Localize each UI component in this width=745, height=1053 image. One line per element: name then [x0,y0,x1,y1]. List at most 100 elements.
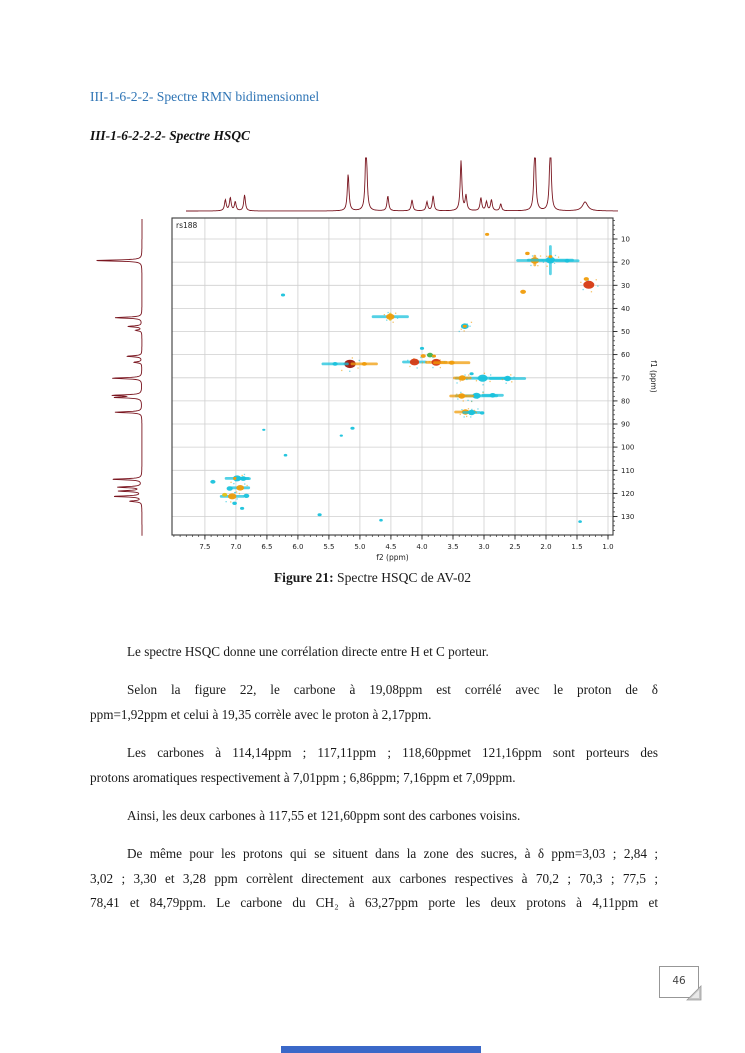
h1-trace [186,157,618,212]
bottom-blue-bar [281,1046,481,1053]
cross-peak-speckle [225,501,227,503]
y-tick-label: 120 [621,490,634,498]
cross-peak-speckle [459,413,461,416]
cross-peak-speckle [476,378,478,380]
cross-peak [262,428,266,431]
cross-peak-speckle [490,374,492,376]
cross-peak-speckle [230,481,232,483]
cross-peak-speckle [468,374,470,376]
cross-peak-speckle [482,392,484,394]
cross-peak-speckle [482,391,484,393]
y-tick-label: 110 [621,467,634,475]
cross-peak [419,346,425,350]
experiment-label: rs188 [176,221,198,230]
x-axis-title: f2 (ppm) [376,553,409,562]
c13-projection [95,219,143,536]
cross-peak-speckle [230,501,232,503]
cross-peak-speckle [580,281,582,283]
cross-peak [344,359,356,369]
cross-peak-speckle [539,255,542,257]
cross-peak-speckle [475,380,478,382]
y-tick-label: 60 [621,351,630,359]
y-tick-label: 30 [621,282,630,290]
x-tick-label: 4.5 [385,543,396,551]
cross-peak [472,392,481,399]
cross-peak [350,426,355,430]
cross-peak-speckle [460,328,462,330]
cross-peak-speckle [489,380,491,383]
cross-peak [243,493,250,498]
body-paragraph: De même pour les protons qui se situent … [90,842,658,915]
cross-peak-speckle [358,359,360,362]
cross-peak-speckle [475,412,477,414]
x-tick-label: 4.0 [416,543,427,551]
cross-peak-speckle [357,367,359,369]
cross-peak-speckle [553,262,556,264]
cross-peak-speckle [421,362,424,364]
cross-peak [489,393,496,398]
paragraph-line: Les carbones à 114,14ppm ; 117,11ppm ; 1… [127,745,658,761]
cross-peak-speckle [471,400,473,402]
cross-peak-speckle [467,408,470,410]
paragraph-line: De même pour les protons qui se situent … [127,846,658,862]
x-tick-label: 6.0 [292,543,303,551]
paragraph-line: 78,41 et 84,79ppm. Le carbone du CH₂ à 6… [90,895,658,911]
cross-peak-speckle [510,374,512,376]
cross-peak-speckle [351,357,353,359]
cross-peak-speckle [407,359,409,361]
cross-peak [236,485,245,491]
cross-peak-speckle [597,285,599,287]
plot-axes: 7.5 7.0 6.5 6.0 5.5 5.0 4.5 4.0 3.5 3.0 2.5 2.0 1.5 1… [171,217,658,562]
cross-peak [468,409,476,416]
cross-peak [226,486,233,491]
cross-peak-speckle [396,317,399,319]
y-tick-label: 50 [621,328,630,336]
cross-peak-speckle [531,255,534,257]
cross-peak-speckle [456,393,458,395]
cross-peak-speckle [587,279,589,282]
x-tick-label: 2.0 [540,543,551,551]
cross-peak-speckle [482,384,484,386]
subsection-heading: III-1-6-2-2-2- Spectre HSQC [90,128,250,143]
cross-peak [228,493,237,500]
cross-peak-speckle [542,261,545,263]
cross-peak [210,479,216,484]
cross-peak [485,232,490,236]
cross-peak-speckle [546,265,548,267]
paragraph-line: Ainsi, les deux carbones à 117,55 et 121… [127,807,521,823]
cross-peak-speckle [234,491,237,494]
cross-peak-speckle [464,374,466,376]
cross-peak [448,360,455,365]
cross-peak [520,289,526,294]
cross-peak-speckle [432,356,434,359]
cross-peak-speckle [461,409,463,411]
cross-peak [361,362,367,366]
x-tick-label: 5.5 [323,543,334,551]
cross-peak-speckle [466,378,468,381]
cross-peak-speckle [477,408,479,410]
cross-peak-speckle [466,415,468,418]
section-heading: III-1-6-2-2- Spectre RMN bidimensionnel [90,89,320,104]
cross-peak-speckle [462,400,464,402]
cross-peak-speckle [469,325,471,327]
y-tick-label: 10 [621,236,630,244]
figure-caption: Figure 21: Spectre HSQC de AV-02 [0,570,745,586]
h1-projection [186,157,618,212]
y-axis-title: f1 (ppm) [649,360,658,393]
cross-peak-speckle [460,391,462,394]
cross-peak-speckle [457,398,459,400]
page-number-box: 46 [659,966,702,1001]
cross-peak-speckle [530,264,532,267]
cross-peak [339,434,343,437]
cross-peak [545,256,556,264]
cross-peak-speckle [235,491,238,493]
figure-caption-label: Figure 21: [273,570,334,585]
cross-peak-speckle [546,255,548,257]
body-text: Le spectre HSQC donne une corrélation di… [90,640,658,930]
cross-peak-speckle [439,366,441,369]
y-tick-label: 100 [621,444,634,452]
cross-peak-speckle [246,484,248,487]
cross-peak [426,352,434,358]
cross-peak-speckle [416,367,418,369]
plot-grid [172,218,613,535]
